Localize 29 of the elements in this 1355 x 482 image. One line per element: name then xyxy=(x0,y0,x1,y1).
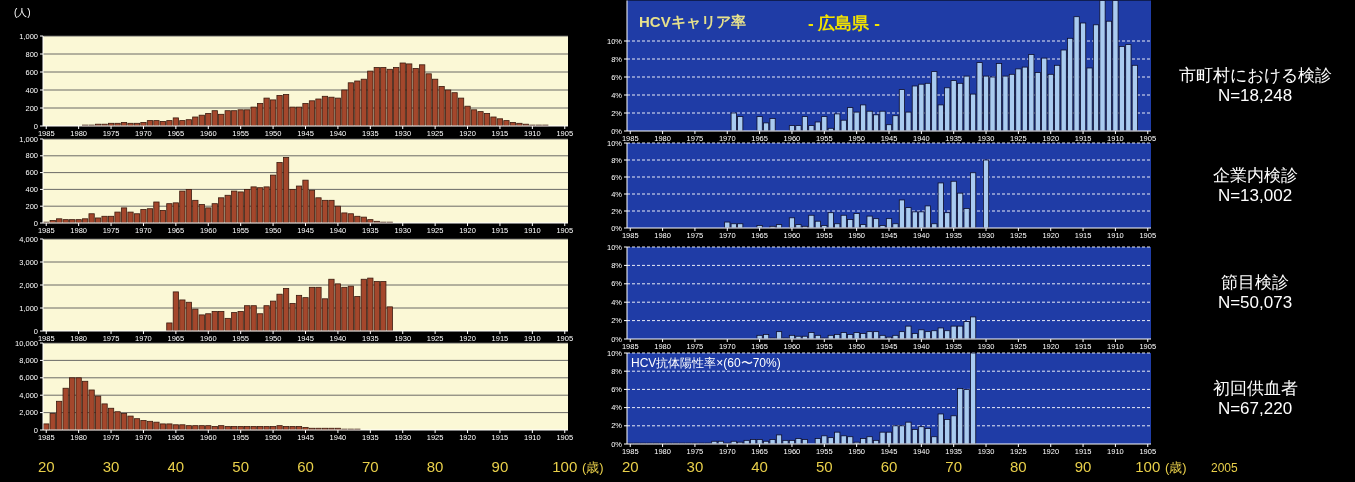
text: 2005 xyxy=(1211,461,1239,475)
x2-tick-label: 60 xyxy=(880,458,898,475)
y-axis-title: (人) xyxy=(14,7,31,18)
x2-tick-label: 100 xyxy=(1135,458,1161,475)
x2-tick-label: 30 xyxy=(102,458,120,475)
x2-tick-label: 70 xyxy=(945,458,963,475)
x2-tick-label: 100 xyxy=(552,458,578,475)
x2-tick-label: 80 xyxy=(1010,458,1027,475)
x2-axis-title: (歳) xyxy=(1165,460,1187,475)
x2-tick-label: 20 xyxy=(37,458,55,475)
x2-tick-label: 70 xyxy=(361,458,379,475)
x2-tick-label: 50 xyxy=(815,458,833,475)
x2-tick-label: 60 xyxy=(297,458,314,475)
x2-tick-label: 50 xyxy=(232,458,250,475)
y2-axis-title: 初回供血者 N=67,220 xyxy=(1212,378,1298,418)
x2-tick-label: 40 xyxy=(751,458,768,475)
text: - 広島県 - xyxy=(808,14,880,33)
x2-axis-title: (歳) xyxy=(582,460,604,475)
x2-tick-label: 30 xyxy=(686,458,704,475)
annotation: HCV抗体陽性率×(60〜70%) xyxy=(631,356,781,370)
x2-tick-label: 20 xyxy=(621,458,639,475)
y2-axis-title: 企業内検診 N=13,002 xyxy=(1212,165,1298,205)
text: HCVキャリア率 xyxy=(639,13,746,30)
x2-tick-label: 90 xyxy=(491,458,509,475)
x2-tick-label: 80 xyxy=(426,458,444,475)
y2-axis-title: 市町村における検診 N=18,248 xyxy=(1178,66,1332,105)
y2-axis-title: 節目検診 N=50,073 xyxy=(1217,273,1293,312)
x2-tick-label: 40 xyxy=(167,458,185,475)
x2-tick-label: 90 xyxy=(1074,458,1092,475)
